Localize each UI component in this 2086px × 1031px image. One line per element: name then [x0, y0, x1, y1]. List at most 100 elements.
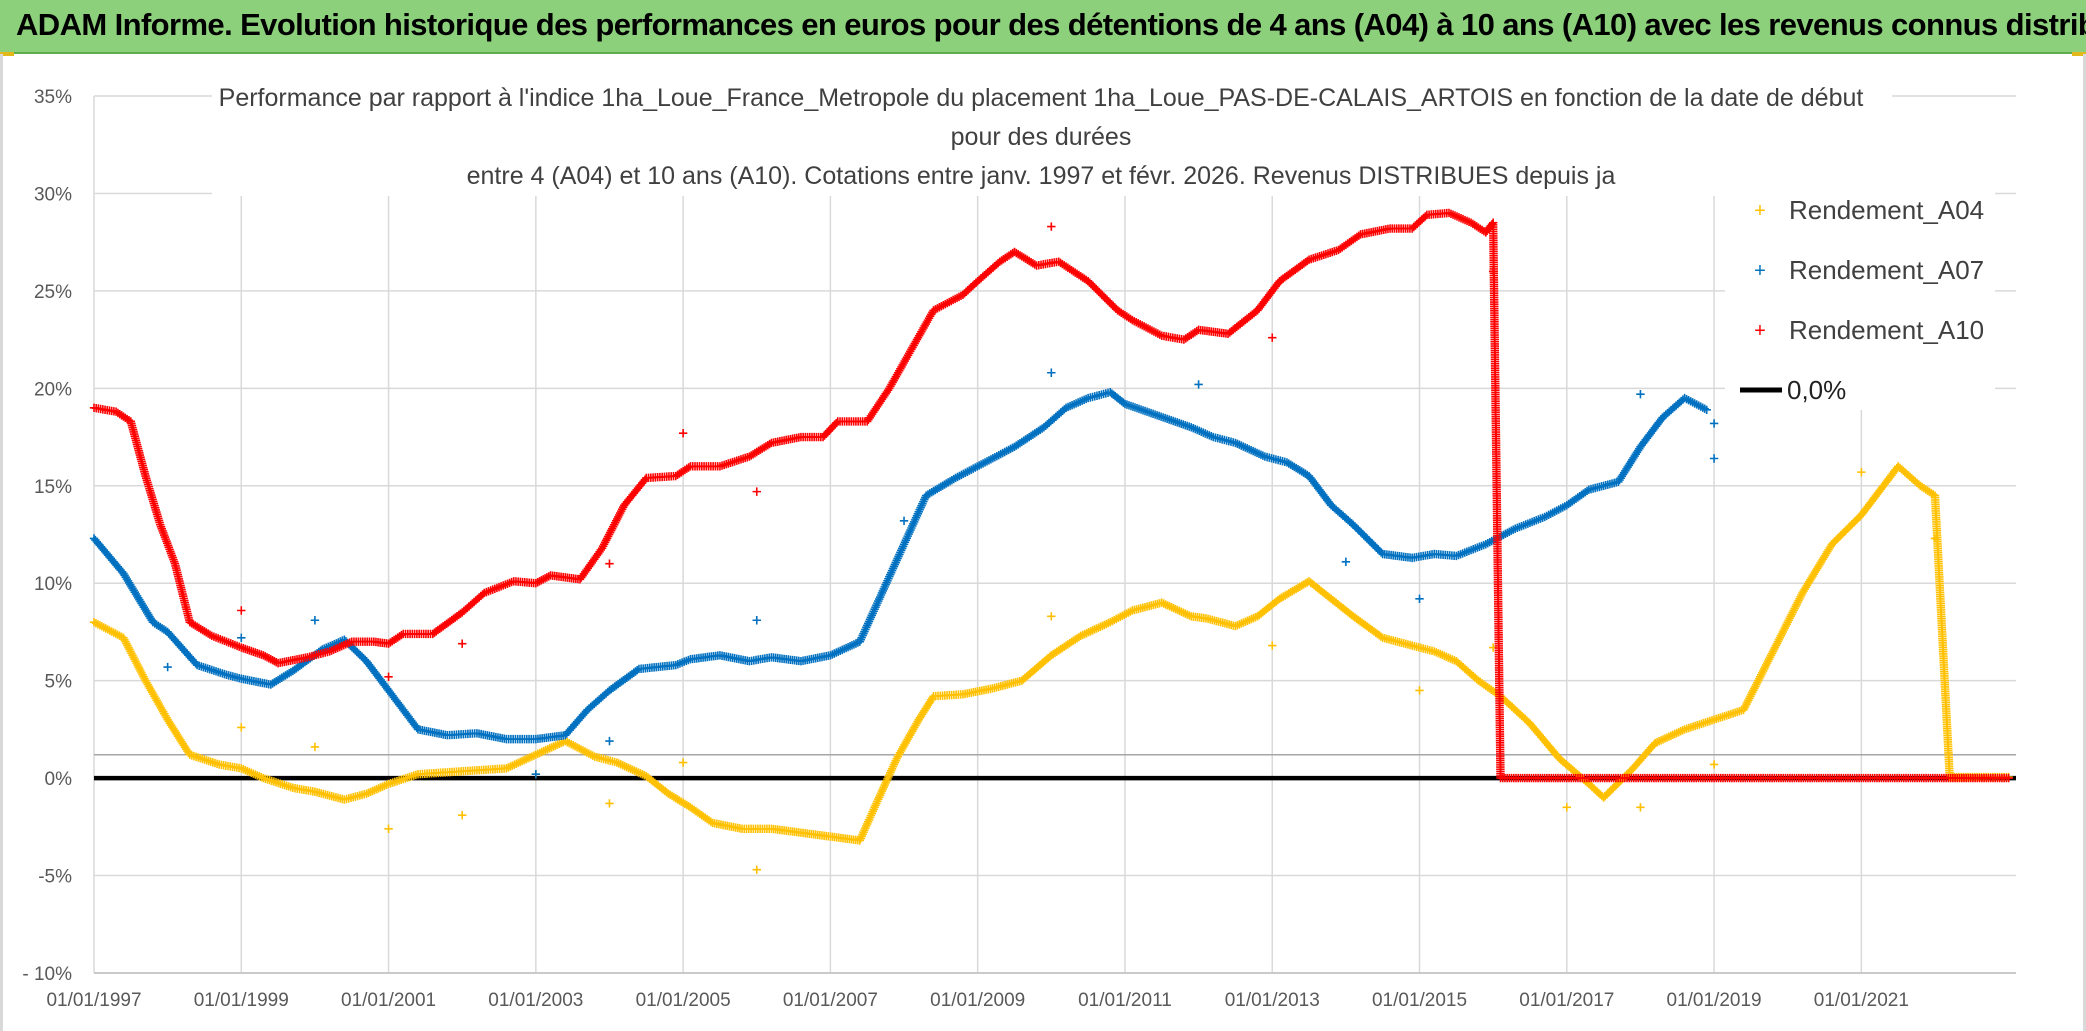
- data-point-marker: [620, 761, 629, 771]
- data-point-marker: [542, 573, 552, 582]
- data-point-marker: [832, 418, 841, 428]
- data-point-marker: [1104, 618, 1113, 628]
- data-point-marker: [1376, 548, 1386, 557]
- data-point-marker: [264, 654, 274, 663]
- data-point-marker: [504, 763, 513, 772]
- y-tick-label: 5%: [45, 672, 73, 693]
- data-point-marker: [1778, 627, 1788, 637]
- data-point-marker: [1670, 729, 1679, 739]
- y-tick-label: 30%: [34, 184, 72, 205]
- x-tick-label: 01/01/2007: [783, 990, 878, 1011]
- x-tick-label: 01/01/2015: [1372, 990, 1467, 1011]
- data-point-marker: [1750, 684, 1759, 693]
- data-point-marker: [1241, 443, 1250, 452]
- data-point-marker: [605, 736, 614, 746]
- data-point-marker: [1173, 605, 1182, 615]
- data-point-marker: [752, 487, 761, 496]
- data-point-marker: [1793, 598, 1802, 607]
- data-point-marker: [1080, 629, 1089, 639]
- data-point-marker: [537, 747, 546, 757]
- data-point-marker: [1857, 467, 1866, 477]
- y-tick-label: 25%: [34, 282, 72, 303]
- chart-title-line-2: pour des durées: [951, 123, 1132, 151]
- data-point-marker: [1183, 610, 1192, 619]
- data-point-marker: [605, 559, 614, 568]
- data-point-marker: [531, 770, 541, 779]
- data-point-marker: [1668, 730, 1678, 740]
- x-tick-label: 01/01/2003: [488, 990, 583, 1011]
- frame-right: [2083, 54, 2086, 1031]
- x-tick-label: 01/01/2009: [930, 990, 1025, 1011]
- data-point-marker: [1636, 803, 1645, 812]
- data-point-marker: [845, 642, 855, 651]
- data-point-marker: [588, 751, 597, 760]
- data-point-marker: [1762, 658, 1772, 668]
- x-tick-label: 01/01/2017: [1519, 990, 1614, 1011]
- data-point-marker: [752, 865, 761, 874]
- data-point-marker: [636, 769, 645, 778]
- data-point-marker: [535, 748, 544, 758]
- data-point-marker: [1786, 612, 1795, 621]
- data-point-marker: [1747, 690, 1756, 699]
- data-point-marker: [1772, 639, 1782, 648]
- data-point-marker: [832, 648, 841, 657]
- data-point-marker: [628, 765, 637, 774]
- y-tick-label: 0%: [45, 769, 73, 790]
- data-point-marker: [237, 723, 246, 732]
- data-point-marker: [1761, 660, 1771, 670]
- data-point-marker: [205, 630, 215, 639]
- data-point-marker: [1177, 607, 1186, 617]
- data-point-marker: [1082, 628, 1091, 638]
- data-point-marker: [1268, 641, 1277, 650]
- data-point-marker: [1770, 643, 1780, 652]
- x-tick-label: 01/01/2005: [636, 990, 731, 1011]
- data-point-marker: [163, 662, 172, 672]
- data-point-marker: [521, 755, 531, 764]
- data-point-marker: [529, 751, 539, 760]
- data-point-marker: [1243, 444, 1252, 453]
- data-point-marker: [1092, 624, 1101, 633]
- data-point-marker: [1769, 645, 1779, 654]
- data-point-marker: [1765, 653, 1775, 662]
- header-bar: ADAM Informe. Evolution historique des p…: [0, 0, 2086, 54]
- data-point-marker: [1751, 682, 1760, 691]
- data-point-marker: [1743, 697, 1752, 707]
- data-point-marker: [457, 639, 467, 648]
- data-point-marker: [1777, 629, 1787, 639]
- data-point-marker: [259, 651, 268, 660]
- legend-marker-a10: +: [1754, 320, 1766, 342]
- data-point-marker: [1157, 598, 1166, 607]
- data-point-marker: [508, 761, 517, 770]
- data-point-marker: [384, 672, 393, 681]
- data-point-marker: [1674, 727, 1683, 737]
- legend-background: [1725, 178, 1995, 410]
- data-point-marker: [1709, 419, 1719, 428]
- data-point-marker: [1415, 686, 1424, 695]
- data-point-marker: [1660, 734, 1670, 743]
- data-point-marker: [1161, 600, 1170, 609]
- data-point-marker: [310, 742, 320, 752]
- data-point-marker: [1169, 603, 1178, 613]
- y-tick-label: 35%: [34, 87, 72, 108]
- report-title: ADAM Informe. Evolution historique des p…: [16, 7, 2086, 42]
- data-point-marker: [1785, 614, 1794, 623]
- x-tick-label: 01/01/2001: [341, 990, 436, 1011]
- data-point-marker: [1757, 670, 1766, 680]
- data-point-marker: [1676, 727, 1685, 736]
- data-point-marker: [551, 741, 560, 750]
- data-point-marker: [1248, 446, 1258, 456]
- data-point-marker: [1100, 620, 1109, 630]
- data-point-marker: [1090, 625, 1099, 634]
- data-point-marker: [618, 761, 627, 770]
- data-point-marker: [1654, 737, 1664, 746]
- data-point-marker: [1739, 705, 1748, 715]
- data-point-marker: [543, 745, 552, 754]
- data-point-marker: [1782, 619, 1791, 629]
- data-point-marker: [1767, 649, 1777, 658]
- data-point-marker: [684, 463, 693, 472]
- series-a07-markers: [89, 368, 1719, 779]
- data-point-marker: [1181, 609, 1190, 618]
- data-point-marker: [622, 762, 631, 772]
- data-point-marker: [1763, 656, 1773, 666]
